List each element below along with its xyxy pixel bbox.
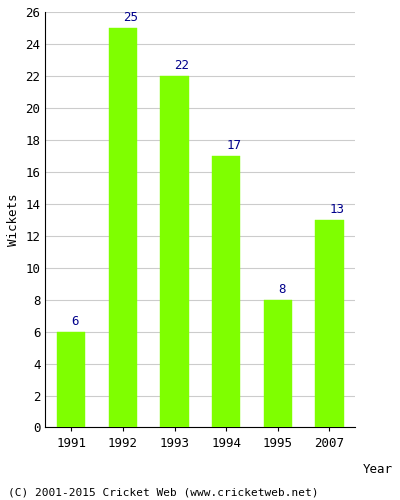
Text: 25: 25 [123, 11, 138, 24]
Text: Year: Year [363, 462, 393, 475]
Bar [212, 156, 240, 427]
Bar [160, 76, 189, 428]
Text: 6: 6 [71, 314, 79, 328]
Text: 13: 13 [330, 202, 344, 215]
Text: 8: 8 [278, 282, 285, 296]
Text: 17: 17 [226, 139, 241, 152]
Bar [109, 28, 137, 427]
Y-axis label: Wickets: Wickets [7, 194, 20, 246]
Bar [264, 300, 292, 428]
Text: (C) 2001-2015 Cricket Web (www.cricketweb.net): (C) 2001-2015 Cricket Web (www.cricketwe… [8, 488, 318, 498]
Text: 22: 22 [174, 59, 190, 72]
Bar [315, 220, 344, 428]
Bar [57, 332, 85, 428]
